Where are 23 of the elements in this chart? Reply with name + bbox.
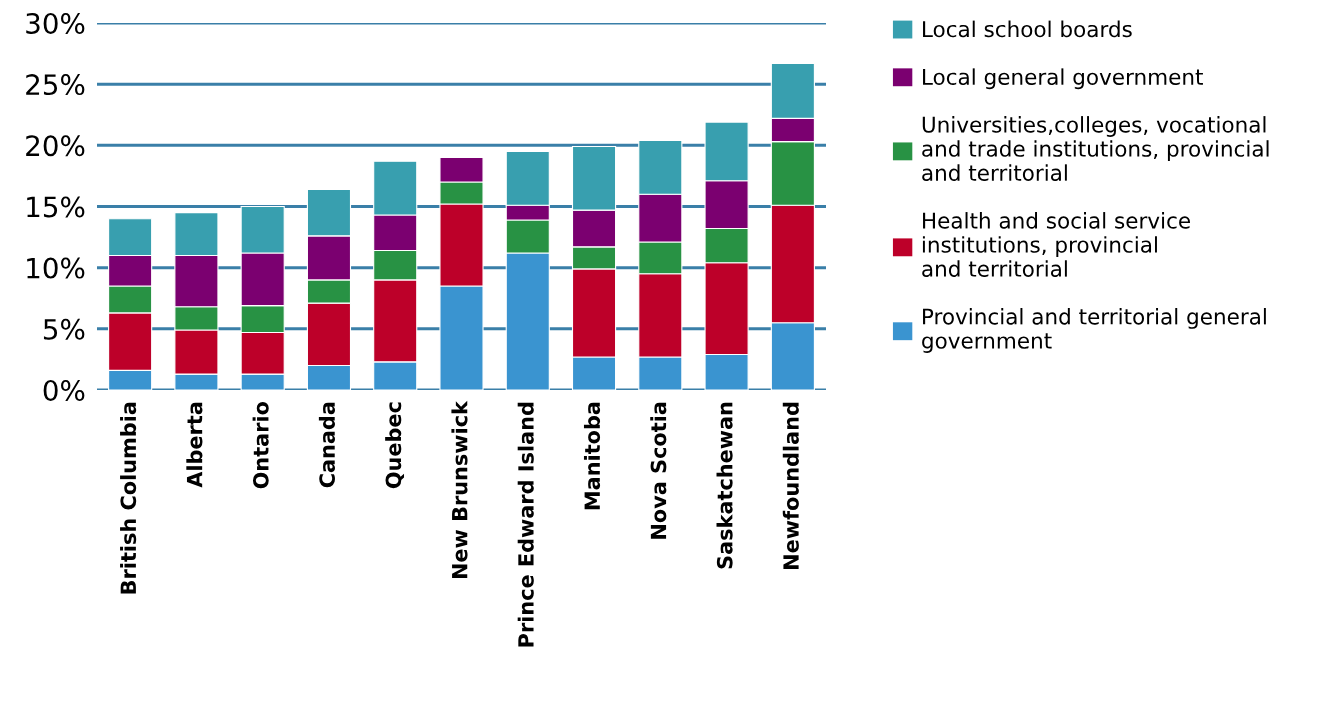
- x-tick-label: Alberta: [186, 402, 203, 488]
- y-tick-label: 20%: [26, 135, 85, 157]
- x-tick-label: Newfoundland: [782, 402, 799, 569]
- x-tick-label: Ontario: [252, 402, 269, 489]
- x-tick-label: Quebec: [385, 402, 405, 489]
- y-tick-label: 0%: [43, 379, 85, 401]
- legend-label: Local general government: [923, 68, 1203, 90]
- legend-label: Universities,colleges, vocational and trade institutions, provincial and territorial: [922, 116, 1269, 181]
- legend-label: Health and social service institutions, provincial and territorial: [922, 212, 1190, 277]
- x-tick-label: Nova Scotia: [650, 402, 667, 539]
- legend-label: Local school boards: [923, 20, 1132, 38]
- y-tick-label: 25%: [26, 74, 85, 96]
- legend-label: Provincial and territorial general government: [922, 308, 1266, 353]
- y-tick-label: 10%: [27, 257, 85, 279]
- x-tick-label: British Columbia: [120, 402, 137, 594]
- x-tick-label: New Brunswick: [451, 400, 468, 579]
- x-tick-label: Manitoba: [583, 402, 601, 510]
- y-tick-label: 30%: [26, 12, 85, 34]
- y-tick-label: 5%: [43, 318, 85, 340]
- y-tick-label: 15%: [27, 196, 85, 218]
- x-tick-label: Saskatchewan: [716, 402, 733, 569]
- x-tick-label: Prince Edward Island: [517, 402, 534, 647]
- x-tick-label: Canada: [318, 402, 335, 488]
